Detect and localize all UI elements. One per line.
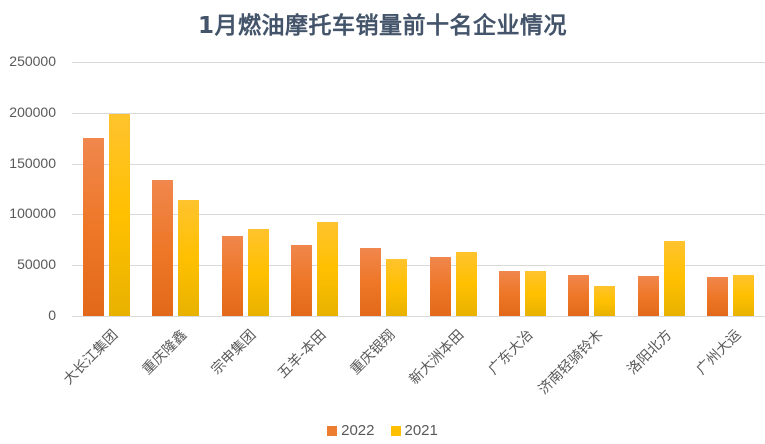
bar-2022 — [152, 179, 174, 316]
bar-2022 — [706, 277, 728, 316]
bar-2021 — [663, 240, 685, 316]
x-tick-label: 宗申集团 — [208, 327, 260, 378]
gridline — [72, 316, 765, 317]
bar-2022 — [498, 271, 520, 316]
y-tick-label: 0 — [48, 307, 56, 323]
gridline — [72, 163, 765, 165]
bar-2021 — [732, 275, 754, 316]
bar-2021 — [594, 285, 616, 316]
bar-2022 — [429, 257, 451, 316]
bar-2021 — [109, 113, 131, 316]
legend-item-2021: 2021 — [390, 422, 438, 439]
bar-2022 — [568, 275, 590, 316]
legend-label: 2022 — [341, 422, 375, 439]
gridline — [72, 214, 765, 216]
bar-2021 — [178, 200, 200, 316]
legend-swatch-2022-icon — [327, 425, 338, 436]
bar-2021 — [455, 251, 477, 316]
bar-2022 — [83, 138, 105, 316]
legend-label: 2021 — [404, 422, 438, 439]
x-tick-label: 重庆银翔 — [347, 327, 399, 378]
x-tick-label: 广州大运 — [693, 327, 745, 378]
bar-2021 — [524, 271, 546, 316]
y-tick-label: 150000 — [9, 154, 56, 171]
gridline — [72, 265, 765, 267]
x-tick-label: 济南轻骑铃木 — [535, 327, 607, 398]
x-tick-label: 五羊-本田 — [274, 327, 329, 382]
gridline — [72, 62, 765, 63]
bar-2022 — [637, 276, 659, 316]
bar-2022 — [360, 247, 382, 316]
legend: 2022 2021 — [0, 422, 765, 439]
x-tick-label: 广东大冶 — [485, 327, 537, 378]
gridline — [72, 112, 765, 114]
legend-item-2022: 2022 — [327, 422, 375, 439]
y-tick-label: 50000 — [17, 256, 56, 273]
y-tick-label: 200000 — [9, 103, 56, 120]
bar-2022 — [221, 235, 243, 316]
x-tick-label: 大长江集团 — [60, 327, 122, 388]
x-tick-label: 新大洲本田 — [406, 327, 468, 388]
bar-2021 — [247, 228, 269, 316]
x-tick-label: 重庆隆鑫 — [139, 327, 191, 378]
x-tick-label: 洛阳北方 — [624, 327, 676, 378]
y-tick-label: 100000 — [9, 205, 56, 222]
bar-2021 — [386, 259, 408, 316]
y-tick-label: 250000 — [9, 53, 56, 69]
bar-2022 — [291, 244, 313, 316]
legend-swatch-2021-icon — [390, 425, 401, 436]
chart-title: 1月燃油摩托车销量前十名企业情况 — [197, 13, 567, 39]
bar-2021 — [317, 221, 339, 316]
